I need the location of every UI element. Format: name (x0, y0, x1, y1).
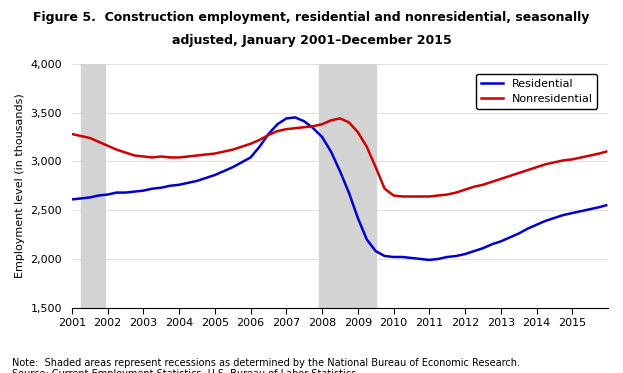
Residential (399, 255, 406, 259)
Residential (551, 216, 558, 220)
Nonresidential (68, 132, 75, 136)
Nonresidential (399, 194, 406, 199)
Text: adjusted, January 2001–December 2015: adjusted, January 2001–December 2015 (171, 34, 452, 47)
Text: Source: Current Employment Statistics, U.S. Bureau of Labor Statistics.: Source: Current Employment Statistics, U… (12, 369, 359, 373)
Residential (176, 182, 183, 187)
Line: Residential: Residential (72, 117, 606, 260)
Nonresidential (407, 194, 415, 199)
Residential (602, 203, 610, 207)
Nonresidential (551, 160, 558, 164)
Y-axis label: Employment level (in thousands): Employment level (in thousands) (15, 93, 25, 278)
Residential (363, 237, 371, 242)
Residential (292, 115, 299, 120)
Nonresidential (602, 149, 610, 154)
Legend: Residential, Nonresidential: Residential, Nonresidential (476, 74, 597, 109)
Line: Nonresidential: Nonresidential (72, 118, 606, 197)
Bar (81, 64, 105, 308)
Residential (426, 258, 433, 262)
Text: Figure 5.  Construction employment, residential and nonresidential, seasonally: Figure 5. Construction employment, resid… (33, 11, 590, 24)
Bar (319, 64, 376, 308)
Nonresidential (363, 144, 371, 149)
Residential (193, 179, 201, 183)
Residential (256, 144, 264, 149)
Nonresidential (256, 138, 264, 142)
Nonresidential (176, 155, 183, 160)
Text: Note:  Shaded areas represent recessions as determined by the National Bureau of: Note: Shaded areas represent recessions … (12, 358, 520, 368)
Nonresidential (193, 153, 201, 158)
Nonresidential (336, 116, 344, 120)
Residential (68, 197, 75, 202)
